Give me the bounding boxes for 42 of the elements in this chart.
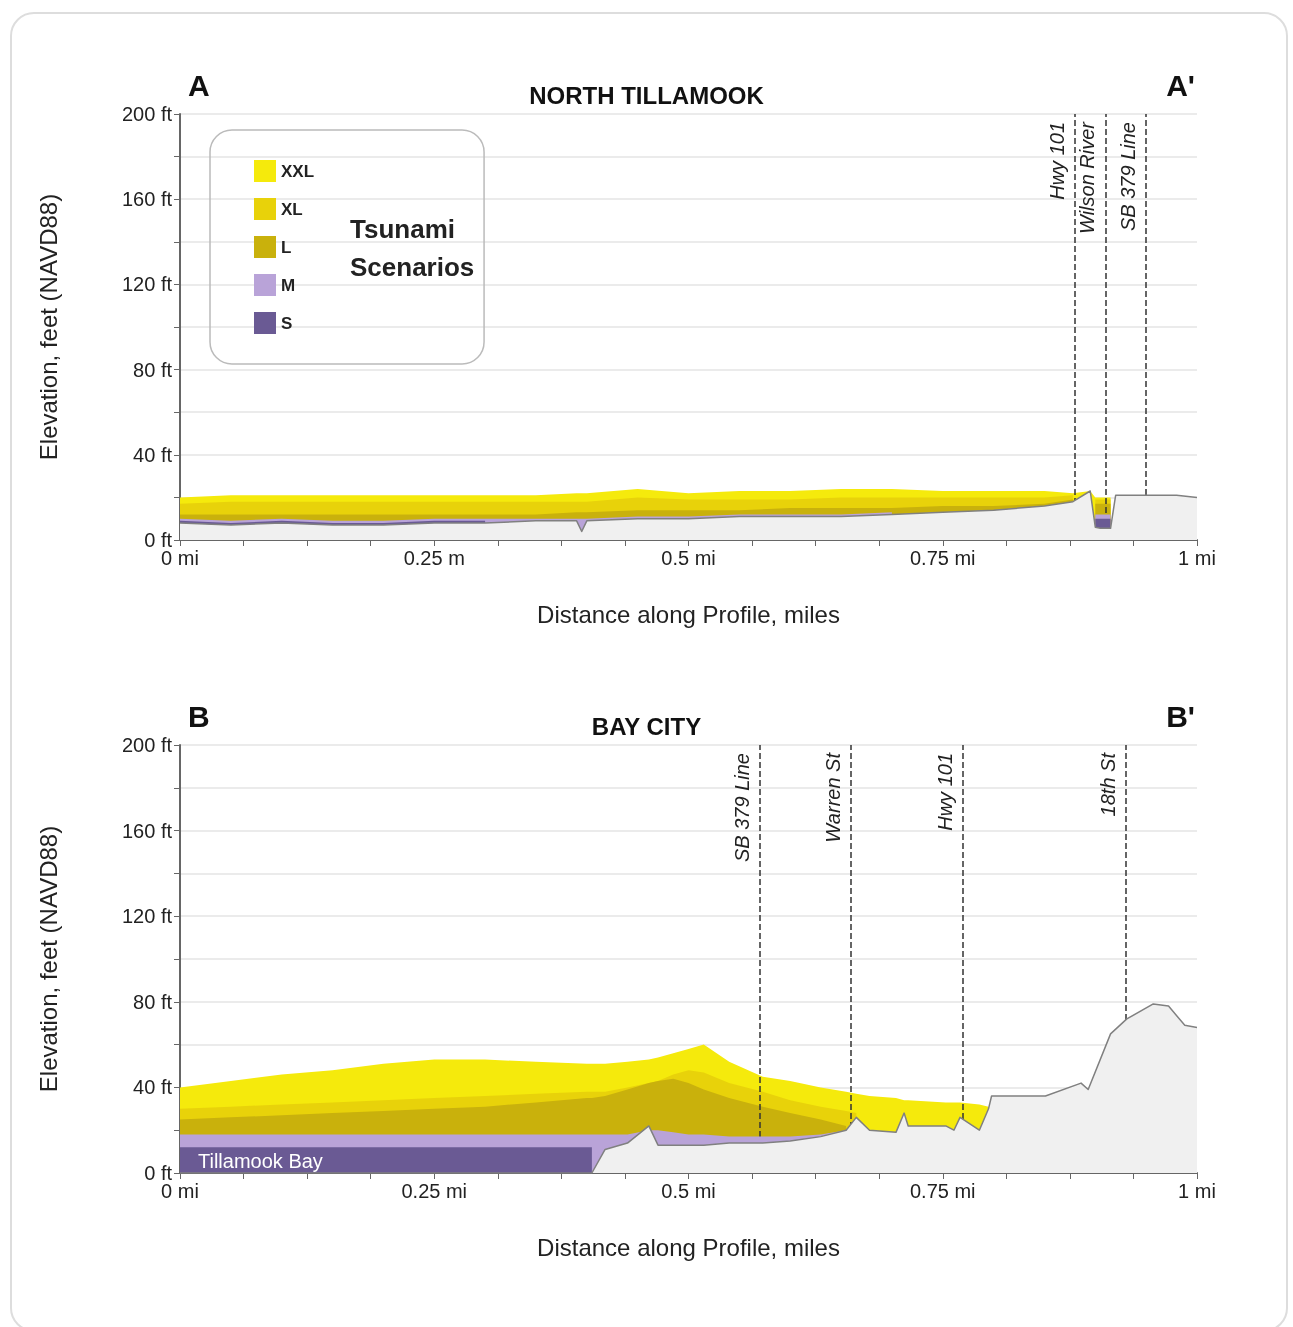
y-tick-label: 160 ft xyxy=(121,188,173,211)
x-tick-label: 0.25 m xyxy=(403,547,465,569)
legend-label: L xyxy=(281,237,292,257)
text: A' xyxy=(1166,68,1196,102)
x-tick-label: 0.5 mi xyxy=(661,547,716,569)
y-tick-label: 80 ft xyxy=(133,358,173,381)
ref-line-label: Hwy 101 xyxy=(1045,122,1068,200)
ref-line-label: SB 379 Line xyxy=(730,753,753,862)
y-tick-label: 120 ft xyxy=(121,905,173,928)
annotation: Tillamook Bay xyxy=(198,1150,323,1172)
legend-label: M xyxy=(281,275,296,295)
y-tick-label: 160 ft xyxy=(121,819,173,842)
y-axis-title: Elevation, feet (NAVD88) xyxy=(34,825,62,1093)
text: B' xyxy=(1166,699,1196,733)
legend-label: S xyxy=(281,313,293,333)
y-tick-label: 200 ft xyxy=(121,734,173,756)
ref-line-label: Hwy 101 xyxy=(934,753,957,831)
legend-label: XL xyxy=(281,199,303,219)
y-tick-label: 80 ft xyxy=(133,990,173,1013)
y-tick-label: 40 ft xyxy=(133,443,173,466)
y-tick-label: 200 ft xyxy=(121,103,173,125)
x-axis-title: Distance along Profile, miles xyxy=(537,1233,840,1261)
y-tick-label: 120 ft xyxy=(121,273,173,296)
ref-line-label: 18th St xyxy=(1096,751,1119,817)
x-tick-label: 1 mi xyxy=(1178,1180,1216,1202)
ref-line-label: SB 379 Line xyxy=(1117,122,1140,231)
chart-title: NORTH TILLAMOOK xyxy=(529,81,765,109)
x-tick-label: 0.75 mi xyxy=(909,1180,976,1202)
ref-line-label: Warren St xyxy=(822,751,845,843)
y-axis-title: Elevation, feet (NAVD88) xyxy=(34,193,62,461)
text: B xyxy=(188,699,210,733)
legend-title: Tsunami Scenarios xyxy=(350,214,475,282)
x-axis-title: Distance along Profile, miles xyxy=(537,600,840,628)
chart-title: BAY CITY xyxy=(591,712,702,740)
x-tick-label: 0.5 mi xyxy=(661,1180,716,1202)
legend-label: XXL xyxy=(281,161,315,181)
text: A xyxy=(188,68,210,102)
x-tick-label: 0.75 mi xyxy=(909,547,976,569)
x-tick-label: 1 mi xyxy=(1178,547,1216,569)
ref-line-label: Wilson River xyxy=(1076,120,1099,235)
x-tick-label: 0.25 mi xyxy=(401,1180,468,1202)
y-tick-label: 40 ft xyxy=(133,1076,173,1099)
